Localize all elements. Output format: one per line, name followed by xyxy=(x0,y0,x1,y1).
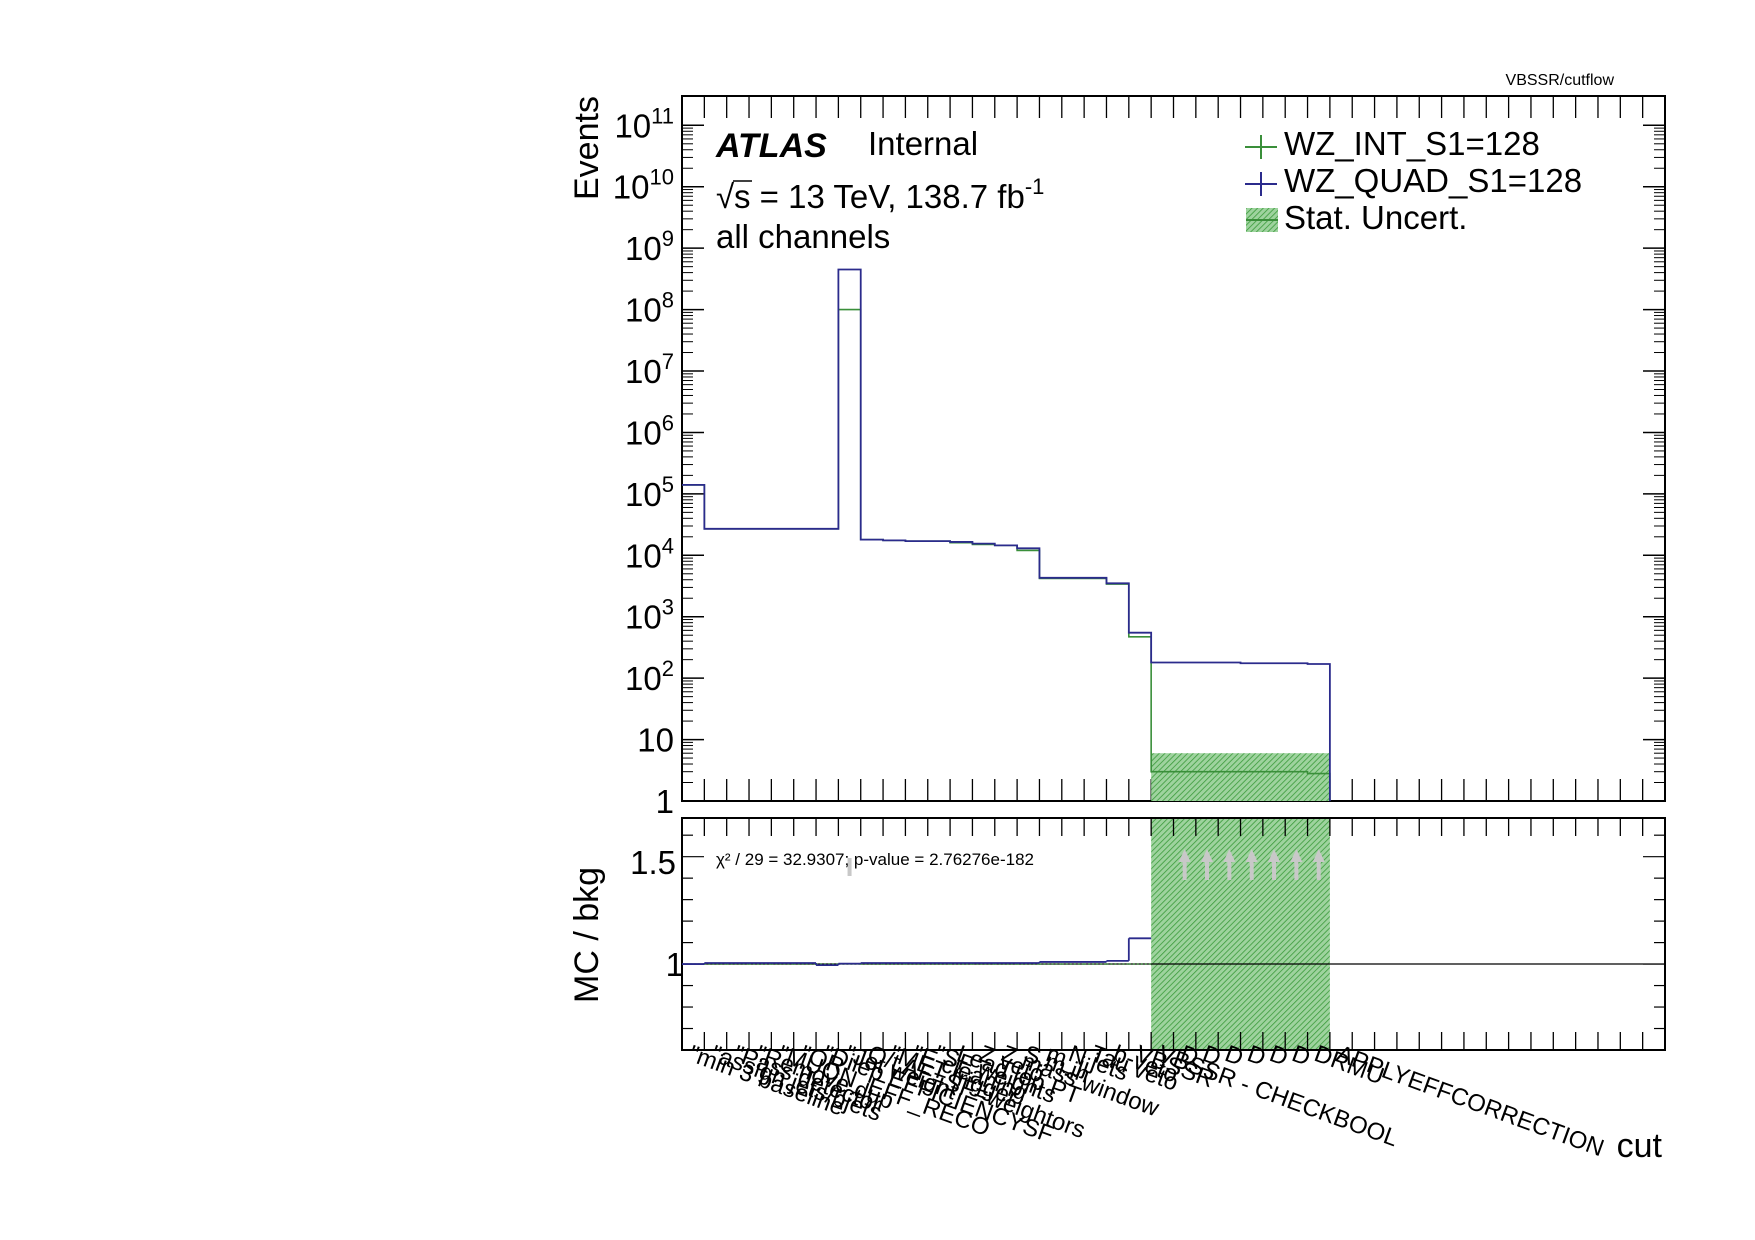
main-y-ticks xyxy=(682,124,1665,802)
x-tick-labels: "min 3 baseline"assign jets/bjets"Pass d… xyxy=(685,1040,1607,1162)
main-y-tick-label: 102 xyxy=(625,656,674,697)
offscale-arrow-head xyxy=(1201,849,1214,862)
offscale-arrow-head xyxy=(1290,849,1303,862)
legend-entry-quad: WZ_QUAD_S1=128 xyxy=(1245,162,1582,199)
legend-quad-label: WZ_QUAD_S1=128 xyxy=(1284,162,1582,199)
atlas-status: Internal xyxy=(868,125,978,162)
offscale-arrow-head xyxy=(1223,849,1236,862)
offscale-arrow-head xyxy=(1268,849,1281,862)
ratio-uncertainty-hatch xyxy=(1151,819,1330,1049)
x-axis-label: cut xyxy=(1617,1127,1663,1165)
main-y-tick-labels: 1 10 102 103 104 105 106 107 108 109 1010 1011 xyxy=(613,103,674,820)
ratio-x-ticks xyxy=(681,818,1666,1050)
offscale-arrow-head xyxy=(1312,849,1325,862)
main-y-tick-label: 1010 xyxy=(613,165,674,206)
main-uncertainty-band xyxy=(1151,753,1330,801)
main-y-tick-label: 105 xyxy=(625,472,674,513)
main-series xyxy=(682,268,1331,801)
series-line-wz-quad xyxy=(682,268,1331,801)
series-line-wz-int xyxy=(682,308,1331,801)
legend-int-label: WZ_INT_S1=128 xyxy=(1284,125,1540,162)
sqrt-symbol: √ xyxy=(716,178,735,215)
main-y-tick-label: 103 xyxy=(625,595,674,636)
offscale-marker xyxy=(847,858,852,876)
ratio-line-wz-quad xyxy=(682,937,1152,967)
offscale-arrow-head xyxy=(1245,849,1258,862)
legend-entry-int: WZ_INT_S1=128 xyxy=(1245,125,1540,162)
atlas-label: ATLAS xyxy=(715,127,827,165)
energy-text: s = 13 TeV, 138.7 fb-1 xyxy=(734,174,1044,215)
legend-unc-label: Stat. Uncert. xyxy=(1284,199,1467,236)
ratio-y-tick-1: 1 xyxy=(666,946,684,983)
ratio-y-tick-1p5: 1.5 xyxy=(630,844,676,881)
channels-label: all channels xyxy=(716,218,890,255)
offscale-arrow-head xyxy=(1178,849,1191,862)
main-y-tick-label: 104 xyxy=(625,533,674,574)
chi2-annotation: χ² / 29 = 32.9307; p-value = 2.76276e-18… xyxy=(716,850,1034,869)
main-y-tick-label: 109 xyxy=(625,226,674,267)
main-y-tick-label: 1 xyxy=(656,783,674,820)
main-y-tick-label: 107 xyxy=(625,349,674,390)
main-y-axis-label: Events xyxy=(568,96,606,200)
legend-entry-unc: Stat. Uncert. xyxy=(1246,199,1467,236)
main-panel: 1 10 102 103 104 105 106 107 108 109 1010 1011 Even… xyxy=(568,95,1666,820)
energy-label: √ s = 13 TeV, 138.7 fb-1 xyxy=(716,174,1044,215)
main-uncertainty-hatch xyxy=(1151,753,1330,801)
main-y-tick-label: 1011 xyxy=(614,103,674,144)
legend: WZ_INT_S1=128 WZ_QUAD_S1=128 Stat. Uncer… xyxy=(1245,125,1582,236)
ratio-series xyxy=(682,937,1152,967)
ratio-y-axis-label: MC / bkg xyxy=(568,867,606,1003)
ratio-panel: 1.5 1 MC / bkg χ² / 29 = 32.9307; p-valu… xyxy=(568,817,1666,1051)
main-y-tick-label: 108 xyxy=(625,288,674,329)
ratio-uncertainty-band xyxy=(1151,819,1330,1049)
main-y-tick-label: 10 xyxy=(637,722,674,759)
main-y-tick-label: 106 xyxy=(625,410,674,451)
plot-path-label: VBSSR/cutflow xyxy=(1506,72,1615,89)
ratio-offscale-arrows xyxy=(847,849,1325,880)
